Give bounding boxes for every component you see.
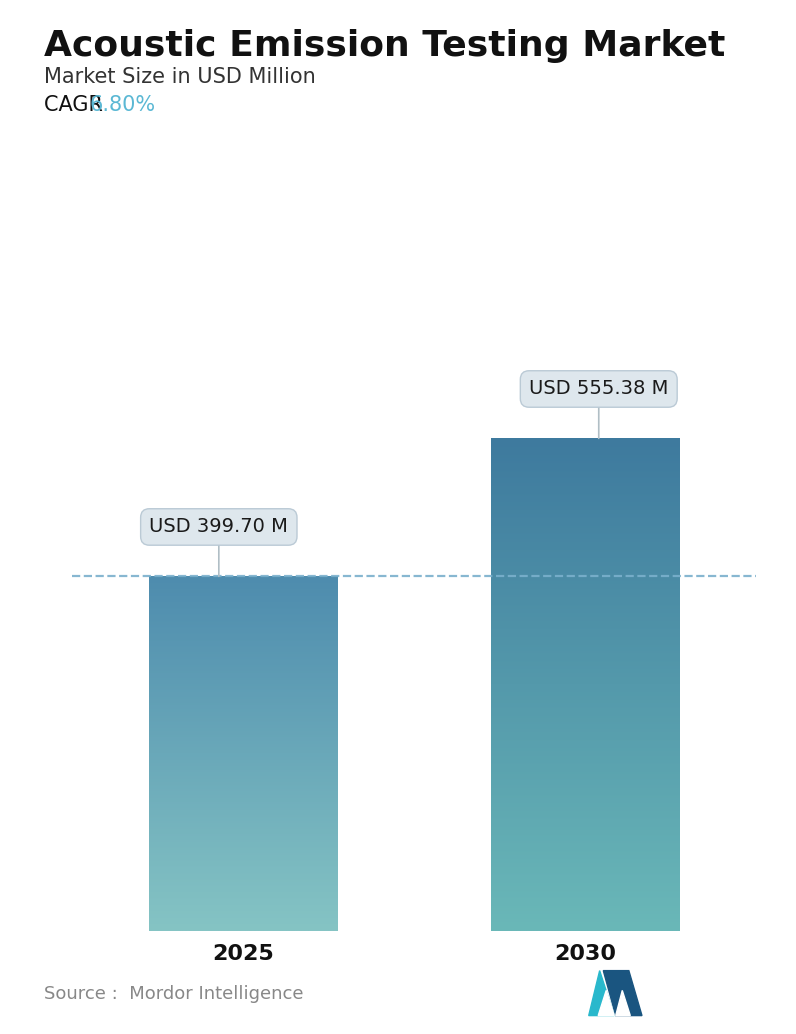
Text: Market Size in USD Million: Market Size in USD Million — [44, 67, 315, 87]
Polygon shape — [616, 991, 630, 1015]
Text: 6.80%: 6.80% — [89, 95, 156, 115]
Text: USD 555.38 M: USD 555.38 M — [529, 379, 669, 438]
Polygon shape — [603, 971, 642, 1015]
Text: Source :  Mordor Intelligence: Source : Mordor Intelligence — [44, 985, 303, 1003]
Text: Acoustic Emission Testing Market: Acoustic Emission Testing Market — [44, 29, 725, 63]
Text: CAGR: CAGR — [44, 95, 109, 115]
Polygon shape — [589, 971, 615, 1015]
Text: USD 399.70 M: USD 399.70 M — [150, 517, 288, 576]
Polygon shape — [599, 991, 615, 1015]
